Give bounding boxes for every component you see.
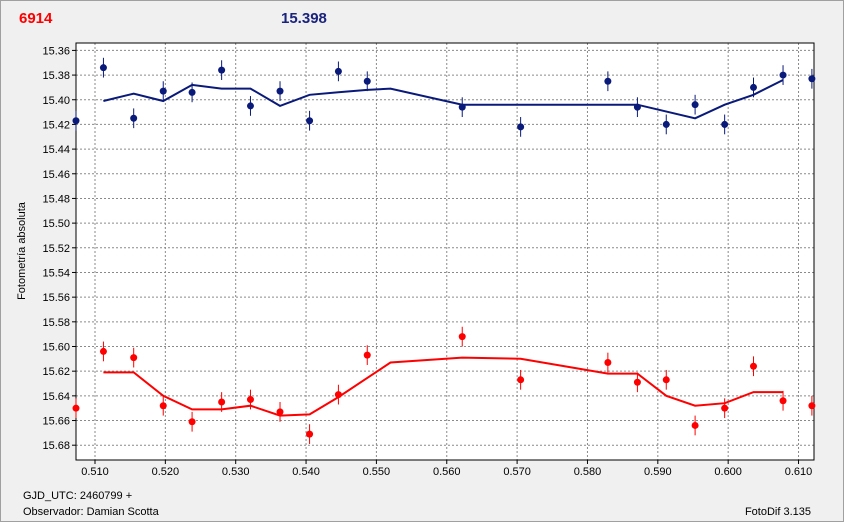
data-point-blue bbox=[130, 114, 138, 122]
data-point-blue bbox=[159, 87, 167, 95]
x-tick-label: 0.530 bbox=[222, 466, 250, 478]
data-point-blue bbox=[633, 103, 641, 111]
plot-area bbox=[76, 43, 814, 460]
footer-gjd: GJD_UTC: 2460799 + bbox=[23, 490, 133, 502]
y-tick-label: 15.48 bbox=[42, 193, 70, 205]
y-tick-label: 15.50 bbox=[42, 218, 70, 230]
data-point-red bbox=[276, 408, 284, 416]
data-point-red bbox=[99, 347, 107, 355]
data-point-blue bbox=[218, 66, 226, 74]
x-tick-label: 0.580 bbox=[574, 466, 602, 478]
x-tick-label: 0.610 bbox=[785, 466, 813, 478]
data-point-red bbox=[363, 351, 371, 359]
y-tick-label: 15.56 bbox=[42, 292, 70, 304]
y-tick-label: 15.44 bbox=[42, 144, 70, 156]
data-point-red bbox=[721, 404, 729, 412]
x-tick-label: 0.520 bbox=[152, 466, 180, 478]
data-point-red bbox=[779, 397, 787, 405]
data-point-red bbox=[72, 404, 80, 412]
data-point-red bbox=[130, 354, 138, 362]
x-tick-label: 0.550 bbox=[363, 466, 391, 478]
y-tick-label: 15.36 bbox=[42, 45, 70, 57]
data-point-red bbox=[306, 430, 314, 438]
data-point-red bbox=[517, 376, 525, 384]
data-point-blue bbox=[363, 77, 371, 85]
data-point-blue bbox=[99, 64, 107, 72]
data-point-blue bbox=[276, 87, 284, 95]
data-point-blue bbox=[662, 120, 670, 128]
data-point-red bbox=[159, 402, 167, 410]
data-point-blue bbox=[749, 83, 757, 91]
x-tick-label: 0.600 bbox=[714, 466, 742, 478]
header-left-value: 6914 bbox=[19, 10, 53, 27]
x-tick-label: 0.560 bbox=[433, 466, 461, 478]
y-tick-label: 15.60 bbox=[42, 341, 70, 353]
x-tick-label: 0.570 bbox=[503, 466, 531, 478]
data-point-red bbox=[808, 402, 816, 410]
y-tick-label: 15.46 bbox=[42, 169, 70, 181]
data-point-blue bbox=[246, 102, 254, 110]
data-point-blue bbox=[458, 103, 466, 111]
y-tick-label: 15.58 bbox=[42, 317, 70, 329]
data-point-red bbox=[458, 333, 466, 341]
data-point-blue bbox=[721, 120, 729, 128]
y-tick-label: 15.42 bbox=[42, 119, 70, 131]
footer-version: FotoDif 3.135 bbox=[744, 506, 811, 518]
data-point-blue bbox=[691, 101, 699, 109]
series-line-red bbox=[103, 356, 783, 417]
data-point-blue bbox=[779, 71, 787, 79]
data-point-red bbox=[218, 398, 226, 406]
y-tick-label: 15.40 bbox=[42, 95, 70, 107]
y-tick-label: 15.54 bbox=[42, 267, 70, 279]
data-point-blue bbox=[517, 123, 525, 131]
y-tick-label: 15.38 bbox=[42, 70, 70, 82]
data-point-red bbox=[604, 359, 612, 367]
x-tick-label: 0.510 bbox=[81, 466, 109, 478]
x-tick-label: 0.540 bbox=[292, 466, 320, 478]
data-point-red bbox=[334, 391, 342, 399]
data-point-blue bbox=[604, 77, 612, 85]
data-point-blue bbox=[72, 117, 80, 125]
y-tick-label: 15.66 bbox=[42, 416, 70, 428]
data-point-blue bbox=[334, 67, 342, 75]
y-tick-label: 15.68 bbox=[42, 440, 70, 452]
header-right-value: 15.398 bbox=[281, 10, 327, 27]
data-point-red bbox=[246, 396, 254, 404]
y-tick-label: 15.52 bbox=[42, 243, 70, 255]
data-point-blue bbox=[306, 117, 314, 125]
data-point-blue bbox=[808, 75, 816, 83]
data-point-red bbox=[749, 362, 757, 370]
y-tick-label: 15.62 bbox=[42, 366, 70, 378]
plot-frame bbox=[75, 42, 815, 461]
data-point-blue bbox=[188, 88, 196, 96]
x-tick-label: 0.590 bbox=[644, 466, 672, 478]
y-tick-label: 15.64 bbox=[42, 391, 70, 403]
data-point-red bbox=[691, 421, 699, 429]
data-point-red bbox=[188, 418, 196, 426]
data-point-red bbox=[633, 378, 641, 386]
data-point-red bbox=[662, 376, 670, 384]
footer-observer: Observador: Damian Scotta bbox=[23, 506, 159, 518]
